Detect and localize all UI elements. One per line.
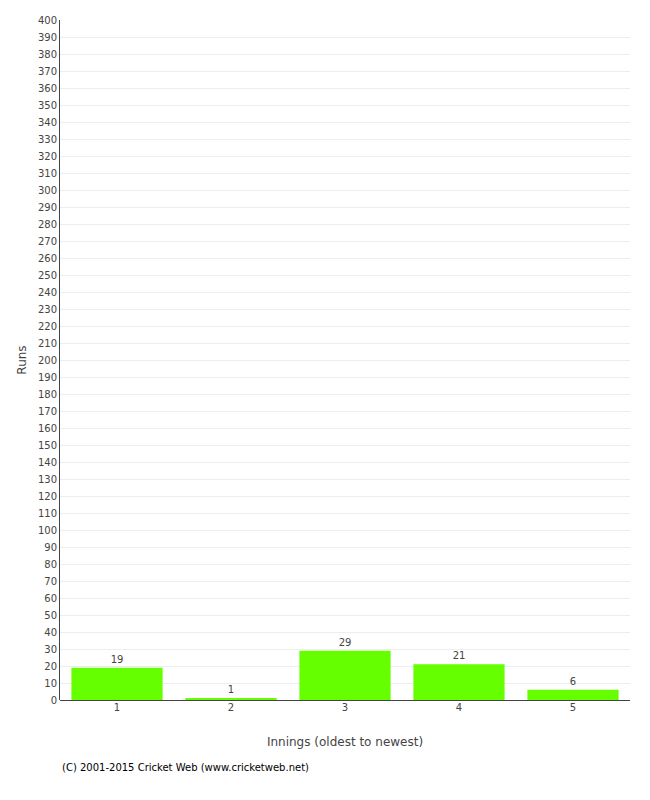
svg-text:80: 80 (44, 559, 57, 570)
svg-text:250: 250 (38, 270, 57, 281)
svg-text:90: 90 (44, 542, 57, 553)
svg-text:50: 50 (44, 610, 57, 621)
svg-text:110: 110 (38, 508, 57, 519)
svg-text:19: 19 (111, 654, 124, 665)
svg-text:380: 380 (38, 49, 57, 60)
svg-text:210: 210 (38, 338, 57, 349)
svg-text:21: 21 (453, 650, 466, 661)
svg-text:300: 300 (38, 185, 57, 196)
svg-text:260: 260 (38, 253, 57, 264)
svg-text:240: 240 (38, 287, 57, 298)
svg-text:350: 350 (38, 100, 57, 111)
svg-text:Runs: Runs (15, 345, 29, 374)
svg-text:20: 20 (44, 661, 57, 672)
svg-text:320: 320 (38, 151, 57, 162)
svg-text:10: 10 (44, 678, 57, 689)
svg-text:1: 1 (114, 702, 120, 713)
svg-text:5: 5 (570, 702, 576, 713)
svg-text:400: 400 (38, 15, 57, 26)
svg-text:190: 190 (38, 372, 57, 383)
svg-text:160: 160 (38, 423, 57, 434)
svg-text:290: 290 (38, 202, 57, 213)
svg-text:150: 150 (38, 440, 57, 451)
svg-text:180: 180 (38, 389, 57, 400)
svg-text:170: 170 (38, 406, 57, 417)
svg-text:(C) 2001-2015 Cricket Web (www: (C) 2001-2015 Cricket Web (www.cricketwe… (62, 762, 309, 773)
svg-text:200: 200 (38, 355, 57, 366)
svg-text:70: 70 (44, 576, 57, 587)
svg-text:40: 40 (44, 627, 57, 638)
svg-text:1: 1 (228, 684, 234, 695)
svg-text:4: 4 (456, 702, 462, 713)
svg-text:230: 230 (38, 304, 57, 315)
svg-text:30: 30 (44, 644, 57, 655)
svg-text:3: 3 (342, 702, 348, 713)
svg-text:6: 6 (570, 676, 576, 687)
svg-text:120: 120 (38, 491, 57, 502)
svg-text:220: 220 (38, 321, 57, 332)
svg-text:390: 390 (38, 32, 57, 43)
svg-text:Innings (oldest to newest): Innings (oldest to newest) (267, 735, 423, 749)
svg-text:280: 280 (38, 219, 57, 230)
svg-text:2: 2 (228, 702, 234, 713)
svg-text:340: 340 (38, 117, 57, 128)
svg-text:130: 130 (38, 474, 57, 485)
svg-text:270: 270 (38, 236, 57, 247)
svg-text:0: 0 (51, 695, 57, 706)
svg-text:370: 370 (38, 66, 57, 77)
svg-text:60: 60 (44, 593, 57, 604)
svg-text:360: 360 (38, 83, 57, 94)
svg-text:100: 100 (38, 525, 57, 536)
svg-text:29: 29 (339, 637, 352, 648)
svg-text:310: 310 (38, 168, 57, 179)
svg-text:140: 140 (38, 457, 57, 468)
svg-text:330: 330 (38, 134, 57, 145)
